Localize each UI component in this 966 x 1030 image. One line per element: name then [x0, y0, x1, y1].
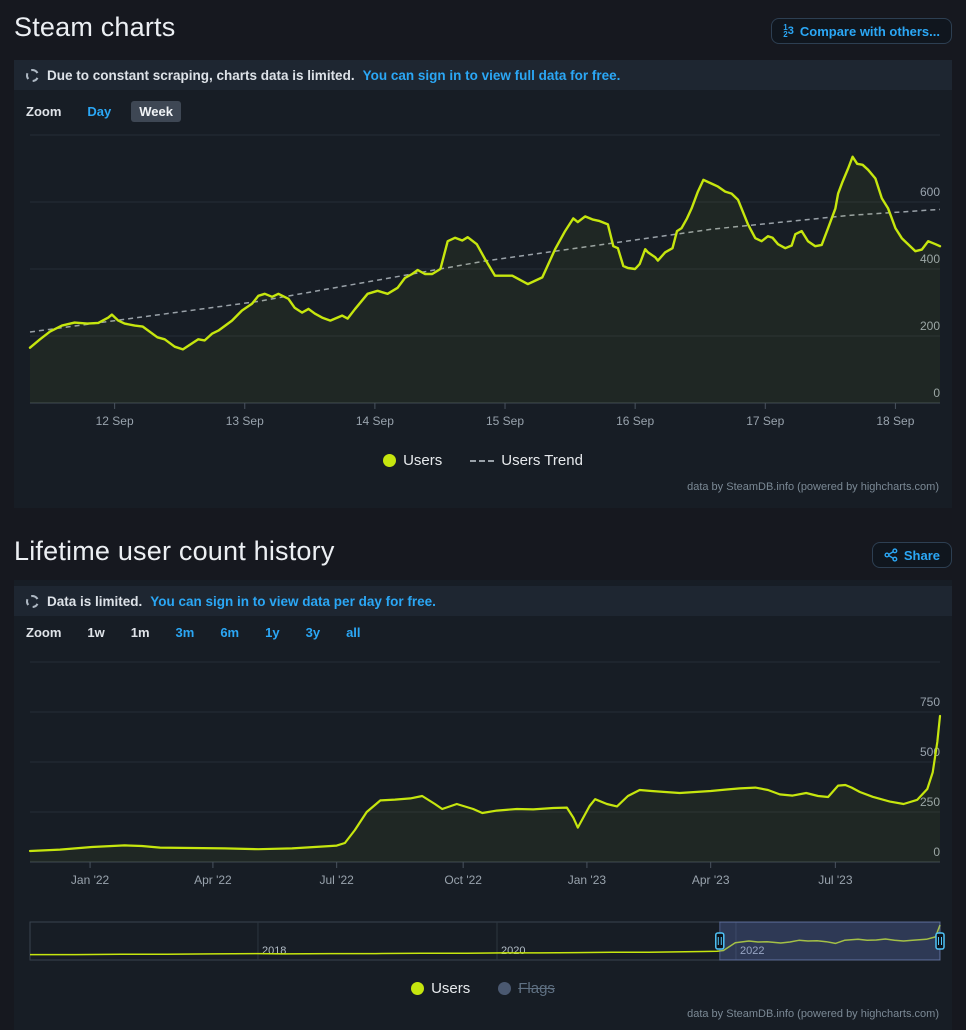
nav-handle-left[interactable]	[715, 932, 725, 950]
users-line	[28, 714, 942, 853]
axis-label: Jul '22	[320, 873, 355, 887]
compare-button-label: Compare with others...	[799, 23, 940, 39]
share-button-label: Share	[903, 547, 940, 563]
notice-text: Due to constant scraping, charts data is…	[47, 67, 355, 83]
axis-label: Oct '22	[444, 873, 482, 887]
limited-data-notice-2: Data is limited. You can sign in to view…	[14, 586, 952, 616]
axis-label: Jul '23	[818, 873, 853, 887]
sign-in-link[interactable]: You can sign in to view full data for fr…	[362, 67, 621, 83]
section-title-lifetime: Lifetime user count history	[14, 536, 335, 566]
axis-label: 400	[920, 252, 940, 266]
axis-label: 16 Sep	[616, 414, 654, 428]
legend-item-flags[interactable]: Flags	[498, 980, 555, 997]
legend-item-users[interactable]: Users	[411, 980, 470, 997]
zoom-label: Zoom	[26, 104, 62, 119]
users-marker-icon	[383, 454, 397, 467]
notice-text: Data is limited.	[47, 593, 143, 609]
axis-label: 2022	[740, 945, 764, 957]
flags-marker-icon	[498, 982, 512, 995]
axis-label: Apr '22	[194, 873, 232, 887]
chart-legend-2: Users Flags	[14, 980, 952, 997]
zoom-option-week[interactable]: Week	[131, 101, 181, 122]
axis-label: 2020	[501, 945, 525, 957]
trend-dash-icon	[470, 459, 495, 462]
legend-item-users[interactable]: Users	[383, 452, 442, 469]
zoom-option-day[interactable]: Day	[87, 104, 112, 119]
axis-label: 0	[933, 386, 940, 400]
limited-data-notice: Due to constant scraping, charts data is…	[14, 60, 952, 90]
axis-label: 200	[920, 319, 940, 333]
lifetime-history-panel: Data is limited. You can sign in to view…	[14, 580, 952, 1030]
sign-in-link[interactable]: You can sign in to view data per day for…	[150, 593, 436, 609]
chart-credits[interactable]: data by SteamDB.info (powered by highcha…	[687, 481, 939, 493]
zoom-label: Zoom	[26, 625, 62, 640]
share-button[interactable]: Share	[871, 542, 952, 568]
page-title: Steam charts	[14, 12, 176, 42]
axis-label: 600	[920, 185, 940, 199]
axis-label: 14 Sep	[356, 414, 394, 428]
users-area	[30, 716, 940, 862]
users-trend-line	[29, 208, 941, 333]
zoom-selector: Zoom Day Week	[26, 101, 181, 122]
nav-users-line	[30, 924, 941, 956]
axis-label: Apr '23	[692, 873, 730, 887]
zoom-option-1y[interactable]: 1y	[265, 625, 280, 640]
axis-label: 17 Sep	[746, 414, 784, 428]
nav-selected-range[interactable]	[719, 921, 941, 961]
dashed-circle-icon	[26, 594, 39, 608]
zoom-selector-2: Zoom 1w 1m 3m 6m 1y 3y all	[26, 625, 361, 640]
steam-charts-panel: Due to constant scraping, charts data is…	[14, 60, 952, 508]
axis-label: 750	[920, 695, 940, 709]
chart-legend: Users Users Trend	[14, 452, 952, 469]
dashed-circle-icon	[26, 68, 39, 82]
users-marker-icon	[411, 982, 425, 995]
users-line	[28, 155, 942, 351]
zoom-option-1w: 1w	[87, 625, 105, 640]
axis-label: 2018	[262, 945, 286, 957]
axis-label: 250	[920, 795, 940, 809]
axis-label: 15 Sep	[486, 414, 524, 428]
axis-label: 0	[933, 845, 940, 859]
axis-label: 12 Sep	[96, 414, 134, 428]
compare-with-others-button[interactable]: 1 2 3 Compare with others...	[771, 18, 952, 44]
zoom-option-all[interactable]: all	[346, 625, 361, 640]
nav-handle-right[interactable]	[935, 932, 945, 950]
compare-numbers-icon: 1 2 3	[783, 23, 794, 39]
zoom-option-3y[interactable]: 3y	[305, 625, 321, 640]
axis-label: 18 Sep	[876, 414, 914, 428]
share-nodes-icon	[884, 548, 898, 562]
chart-credits[interactable]: data by SteamDB.info (powered by highcha…	[687, 1008, 939, 1020]
gridlines	[30, 134, 940, 404]
weekly-users-chart[interactable]: 0 200 400 600 12 Sep 13 Sep 14 Sep 15 Sep 16 Sep…	[14, 130, 952, 430]
zoom-option-6m[interactable]: 6m	[220, 625, 240, 640]
legend-item-users-trend[interactable]: Users Trend	[470, 452, 583, 469]
axis-label: 13 Sep	[226, 414, 264, 428]
axis-label: Jan '22	[71, 873, 110, 887]
zoom-option-1m: 1m	[130, 625, 150, 640]
users-area	[30, 156, 940, 403]
axis-label: Jan '23	[568, 873, 607, 887]
zoom-option-3m[interactable]: 3m	[175, 625, 195, 640]
